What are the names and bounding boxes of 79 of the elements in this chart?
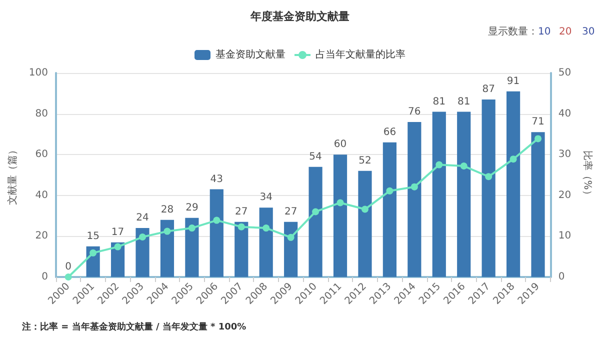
bar — [432, 112, 446, 277]
point — [90, 249, 97, 256]
y2-tick-label: 0 — [558, 272, 565, 282]
data-label: 81 — [432, 96, 446, 108]
y-tick-label: 60 — [35, 149, 48, 160]
text: 10 — [538, 26, 551, 38]
bar — [185, 218, 199, 277]
bar — [531, 132, 545, 277]
data-label: 60 — [334, 139, 347, 150]
y-tick-label: 80 — [35, 108, 48, 120]
point — [485, 173, 492, 180]
data-label: 34 — [260, 192, 272, 204]
point — [386, 187, 394, 194]
data-label: 54 — [309, 151, 322, 162]
y2-tick-label: 30 — [558, 149, 572, 160]
y2-axis-title: 比率（%） — [582, 150, 594, 200]
point — [361, 206, 368, 213]
data-label: 81 — [457, 96, 470, 108]
legend-label: 基金资助文献量 — [216, 48, 286, 60]
bar — [482, 100, 496, 277]
data-label: 27 — [235, 206, 248, 218]
point — [410, 183, 418, 190]
data-label: 87 — [482, 84, 495, 96]
data-label: 71 — [532, 116, 544, 128]
point — [139, 234, 146, 241]
point — [64, 274, 72, 280]
point — [114, 243, 122, 250]
y-tick-label: 20 — [35, 230, 48, 242]
bar — [382, 142, 396, 277]
bar — [506, 91, 520, 277]
text: 20 — [559, 26, 572, 38]
point — [336, 199, 344, 206]
data-label: 43 — [210, 174, 224, 185]
bar — [234, 222, 248, 277]
data-label: 28 — [160, 204, 174, 216]
point — [164, 228, 171, 235]
text: 显示数量： — [488, 26, 538, 38]
data-label: 66 — [383, 126, 396, 138]
chart-title: 年度基金资助文献量 — [250, 10, 350, 23]
data-label: 0 — [65, 262, 72, 272]
bar — [333, 154, 348, 277]
point — [436, 161, 443, 168]
y-tick-label: 40 — [35, 190, 48, 201]
y-axis-title: 文献量（篇） — [6, 145, 18, 205]
bar — [160, 220, 174, 277]
data-label: 15 — [86, 230, 100, 242]
bar — [284, 222, 298, 277]
point — [460, 162, 468, 170]
point — [262, 224, 270, 232]
bar — [308, 166, 322, 277]
y2-tick-label: 10 — [558, 230, 572, 242]
bar — [210, 189, 224, 277]
point — [287, 234, 294, 241]
y2-tick-label: 40 — [558, 108, 572, 120]
data-label: 91 — [506, 76, 520, 87]
data-label: 52 — [358, 155, 372, 166]
data-label: 76 — [408, 106, 421, 118]
point — [238, 223, 245, 230]
bar — [457, 112, 471, 277]
y-tick-label: 0 — [42, 272, 48, 282]
data-label: 29 — [186, 202, 198, 214]
bar — [358, 170, 372, 277]
data-label: 17 — [111, 226, 124, 238]
point — [312, 208, 320, 216]
text: 30 — [582, 26, 595, 38]
point — [534, 135, 542, 142]
data-label: 27 — [284, 206, 298, 218]
legend-label: 占当年文献量的比率 — [316, 48, 406, 60]
point — [188, 224, 196, 232]
y2-tick-label: 50 — [558, 68, 572, 78]
point — [213, 216, 220, 224]
data-label: 24 — [136, 212, 149, 224]
bar — [259, 208, 273, 277]
point — [510, 156, 517, 163]
bar — [408, 122, 422, 277]
bar — [136, 228, 150, 277]
y2-tick-label: 20 — [558, 190, 572, 201]
y-tick-label: 100 — [28, 68, 48, 78]
text: 注：比率 = 当年基金资助文献量 / 当年发文量 * 100% — [21, 322, 246, 332]
